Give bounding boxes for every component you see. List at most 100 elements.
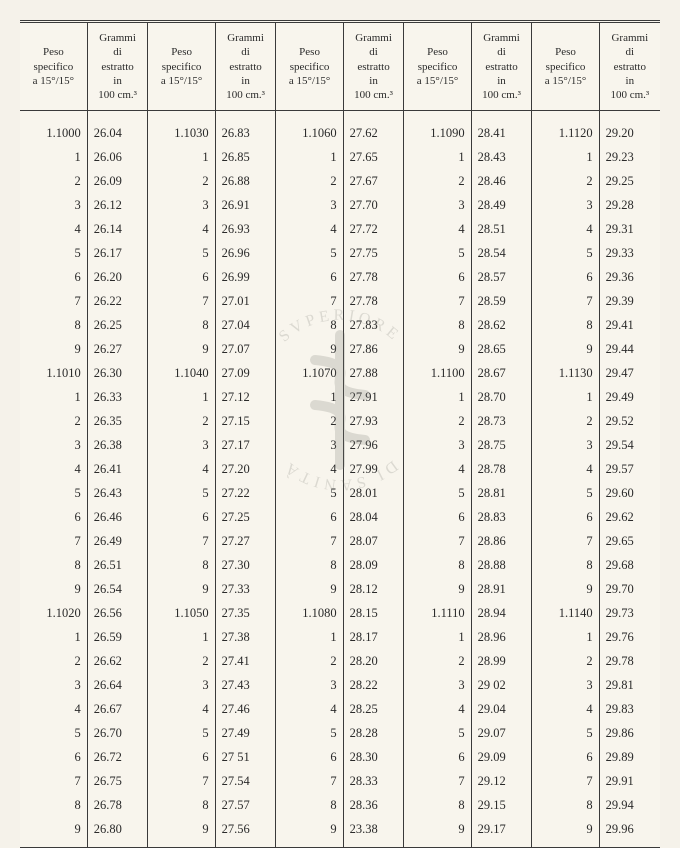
cell-peso: 8	[532, 553, 599, 577]
cell-grammi: 27.46	[215, 697, 276, 721]
cell-peso: 5	[532, 241, 599, 265]
cell-peso: 1.1000	[20, 111, 87, 146]
table-row: 326.64327.43328.22329 02329.81	[20, 673, 660, 697]
cell-grammi: 26.62	[87, 649, 148, 673]
cell-peso: 7	[148, 769, 215, 793]
cell-peso: 8	[148, 553, 215, 577]
cell-grammi: 27.86	[343, 337, 404, 361]
cell-peso: 1.1130	[532, 361, 599, 385]
cell-peso: 5	[20, 241, 87, 265]
cell-peso: 7	[276, 529, 343, 553]
cell-peso: 1.1050	[148, 601, 215, 625]
cell-peso: 2	[532, 649, 599, 673]
cell-peso: 7	[532, 289, 599, 313]
cell-peso: 6	[20, 745, 87, 769]
cell-grammi: 29.39	[599, 289, 660, 313]
cell-grammi: 28.73	[471, 409, 532, 433]
table-row: 626.46627.25628.04628.83629.62	[20, 505, 660, 529]
cell-grammi: 26.12	[87, 193, 148, 217]
cell-grammi: 27.33	[215, 577, 276, 601]
cell-peso: 1.1020	[20, 601, 87, 625]
cell-grammi: 28.57	[471, 265, 532, 289]
cell-peso: 1.1010	[20, 361, 87, 385]
cell-peso: 3	[532, 193, 599, 217]
cell-peso: 1.1090	[404, 111, 471, 146]
cell-grammi: 29.04	[471, 697, 532, 721]
cell-peso: 6	[276, 745, 343, 769]
cell-peso: 2	[148, 169, 215, 193]
header-grammi-3: Grammidiestrattoin100 cm.³	[343, 23, 404, 111]
cell-grammi: 27.49	[215, 721, 276, 745]
cell-peso: 9	[404, 817, 471, 847]
cell-grammi: 27.99	[343, 457, 404, 481]
table-row: 926.54927.33928.12928.91929.70	[20, 577, 660, 601]
cell-grammi: 28.46	[471, 169, 532, 193]
cell-grammi: 26.43	[87, 481, 148, 505]
cell-peso: 1.1080	[276, 601, 343, 625]
cell-peso: 5	[404, 721, 471, 745]
table-row: 326.12326.91327.70328.49329.28	[20, 193, 660, 217]
cell-peso: 1	[148, 385, 215, 409]
cell-peso: 9	[276, 817, 343, 847]
density-table-container: Pesospecificoa 15°/15° Grammidiestrattoi…	[20, 20, 660, 848]
cell-peso: 6	[148, 505, 215, 529]
cell-peso: 3	[404, 433, 471, 457]
cell-grammi: 29.07	[471, 721, 532, 745]
cell-grammi: 29.44	[599, 337, 660, 361]
cell-grammi: 29.25	[599, 169, 660, 193]
cell-peso: 1	[404, 385, 471, 409]
cell-peso: 7	[148, 289, 215, 313]
table-row: 1.101026.301.104027.091.107027.881.11002…	[20, 361, 660, 385]
cell-peso: 8	[276, 793, 343, 817]
cell-peso: 4	[276, 697, 343, 721]
cell-grammi: 28.62	[471, 313, 532, 337]
cell-grammi: 27.96	[343, 433, 404, 457]
cell-grammi: 27.62	[343, 111, 404, 146]
table-row: 426.14426.93427.72428.51429.31	[20, 217, 660, 241]
cell-peso: 2	[532, 409, 599, 433]
cell-peso: 3	[532, 673, 599, 697]
cell-peso: 1.1120	[532, 111, 599, 146]
cell-grammi: 29.89	[599, 745, 660, 769]
cell-peso: 2	[148, 649, 215, 673]
cell-peso: 4	[276, 457, 343, 481]
cell-grammi: 28.17	[343, 625, 404, 649]
cell-grammi: 29.83	[599, 697, 660, 721]
cell-peso: 5	[404, 241, 471, 265]
cell-peso: 1	[276, 625, 343, 649]
cell-grammi: 26.59	[87, 625, 148, 649]
table-row: 926.27927.07927.86928.65929.44	[20, 337, 660, 361]
cell-peso: 6	[404, 505, 471, 529]
cell-grammi: 27.67	[343, 169, 404, 193]
cell-grammi: 28.75	[471, 433, 532, 457]
cell-peso: 1	[276, 385, 343, 409]
cell-peso: 8	[532, 313, 599, 337]
cell-peso: 5	[148, 481, 215, 505]
cell-grammi: 27.78	[343, 289, 404, 313]
cell-grammi: 29.70	[599, 577, 660, 601]
cell-grammi: 26.51	[87, 553, 148, 577]
cell-grammi: 28.33	[343, 769, 404, 793]
cell-grammi: 28.41	[471, 111, 532, 146]
header-grammi-1: Grammidiestrattoin100 cm.³	[87, 23, 148, 111]
cell-peso: 3	[276, 193, 343, 217]
cell-peso: 4	[148, 457, 215, 481]
cell-peso: 3	[404, 673, 471, 697]
cell-grammi: 26.78	[87, 793, 148, 817]
cell-peso: 1.1140	[532, 601, 599, 625]
cell-grammi: 28.20	[343, 649, 404, 673]
cell-peso: 2	[20, 169, 87, 193]
cell-peso: 7	[20, 289, 87, 313]
cell-grammi: 26.46	[87, 505, 148, 529]
cell-peso: 9	[148, 577, 215, 601]
cell-peso: 3	[276, 673, 343, 697]
cell-peso: 1	[532, 145, 599, 169]
cell-peso: 1	[532, 385, 599, 409]
cell-grammi: 27.25	[215, 505, 276, 529]
cell-grammi: 28.96	[471, 625, 532, 649]
cell-peso: 6	[276, 505, 343, 529]
cell-peso: 9	[276, 337, 343, 361]
cell-peso: 6	[532, 265, 599, 289]
cell-grammi: 28.65	[471, 337, 532, 361]
cell-peso: 9	[148, 817, 215, 847]
